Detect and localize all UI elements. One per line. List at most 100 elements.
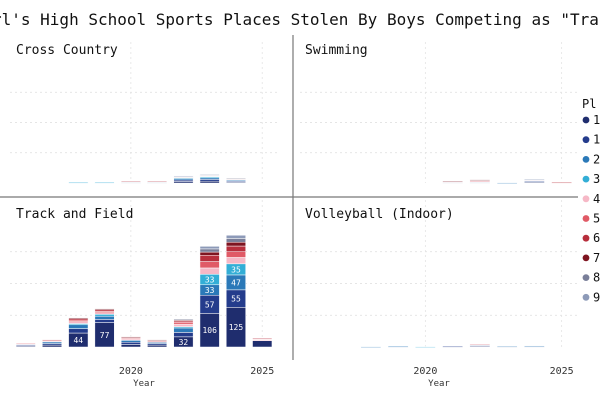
facet-title: Cross Country [16, 43, 118, 58]
legend-label: 1 [593, 133, 600, 147]
x-axis-label: Year [133, 379, 155, 389]
bar-segment [147, 180, 168, 183]
legend-swatch [582, 293, 590, 301]
legend-swatch [582, 156, 590, 163]
bar-segment [120, 336, 141, 338]
facet-panel: Swimming [300, 42, 578, 184]
x-tick-label: 2020 [119, 366, 143, 377]
bar-segment [147, 344, 168, 348]
legend-swatch [582, 234, 590, 242]
x-axis-label: Year [428, 379, 450, 389]
legend-swatch [582, 254, 590, 262]
bar-segment [173, 175, 194, 177]
bar-segment [120, 344, 141, 348]
bar-segment [199, 180, 220, 184]
bar-segment [442, 180, 463, 183]
legend-swatch [582, 175, 590, 183]
bar-segment [94, 315, 115, 320]
x-tick-label: 2020 [413, 366, 437, 377]
data-label: 47 [231, 278, 241, 287]
bar-segment [469, 179, 491, 181]
bar-segment [42, 344, 63, 348]
bar-segment [173, 332, 194, 338]
bar-segment [120, 180, 141, 183]
bar-segment [199, 254, 220, 262]
bar-segment [68, 182, 89, 184]
bar-segment [15, 343, 36, 345]
bar-segment [524, 179, 545, 181]
bar-segment [225, 177, 246, 180]
bar-segment [225, 241, 246, 247]
bar-segment [147, 339, 168, 341]
bar-segment [120, 340, 141, 343]
bar-segment [68, 324, 89, 329]
bar-segment [94, 314, 115, 317]
bar-segment [173, 318, 194, 321]
bar-segment [94, 308, 115, 311]
bar-segment [68, 328, 89, 334]
bar-segment [496, 345, 518, 348]
facet-title: Volleyball (Indoor) [305, 207, 454, 222]
data-label: 44 [73, 336, 83, 345]
bar-segment [225, 245, 246, 253]
legend-swatch [582, 136, 590, 144]
facet-panel: Volleyball (Indoor) 2020 2025 Year [300, 200, 578, 389]
data-label: 35 [231, 265, 241, 274]
legend-label: 2 [593, 152, 600, 166]
bar-segment [469, 343, 491, 346]
bar-segment [68, 317, 89, 319]
data-label: 77 [100, 331, 110, 340]
legend-title: Pl [582, 97, 596, 111]
bar-segment [199, 261, 220, 269]
bar-segment [360, 346, 382, 348]
data-label: 57 [205, 300, 215, 309]
legend-swatch [582, 116, 590, 124]
facet-panel: Cross Country [10, 42, 278, 184]
bar-segment [252, 340, 273, 348]
legend-swatch [582, 195, 590, 203]
bar-segment [42, 339, 63, 341]
data-label: 125 [229, 323, 244, 332]
bar-segment [120, 341, 141, 345]
bar-segment [94, 319, 115, 323]
bar-segment [68, 321, 89, 324]
bar-segment [199, 246, 220, 250]
bar-segment [551, 182, 572, 184]
bar-segment [442, 346, 463, 348]
legend-label: 4 [593, 192, 600, 206]
bar-segment [199, 179, 220, 182]
bar-segment [173, 321, 194, 325]
bar-segment [496, 182, 518, 184]
legend: Pl 1 1 2 3 4 5 6 7 8 9 [582, 97, 600, 304]
bar-segment [225, 257, 246, 265]
bar-segment [252, 338, 273, 340]
facet-title: Track and Field [16, 207, 133, 222]
data-label: 32 [179, 338, 189, 347]
x-tick-label: 2025 [250, 366, 274, 377]
legend-swatch [582, 215, 590, 222]
bar-segment [225, 238, 246, 243]
legend-label: 7 [593, 251, 600, 265]
bar-segment [387, 346, 409, 348]
bar-segment [225, 234, 246, 239]
legend-label: 3 [593, 172, 600, 186]
legend-label: 5 [593, 212, 600, 226]
data-label: 55 [231, 295, 241, 304]
data-label: 106 [202, 326, 217, 335]
legend-label: 1 [593, 113, 600, 127]
bar-segment [173, 327, 194, 333]
legend-swatch [582, 274, 590, 281]
x-tick-label: 2025 [550, 366, 574, 377]
legend-label: 8 [593, 271, 600, 285]
bar-segment [415, 346, 436, 348]
chart-title: rl's High School Sports Places Stolen By… [0, 10, 599, 29]
bar-segment [199, 267, 220, 275]
bar-segment [524, 345, 545, 347]
bar-segment [173, 323, 194, 327]
legend-label: 6 [593, 231, 600, 245]
data-label: 33 [205, 276, 215, 285]
legend-label: 9 [593, 290, 600, 304]
bar-segment [199, 248, 220, 253]
